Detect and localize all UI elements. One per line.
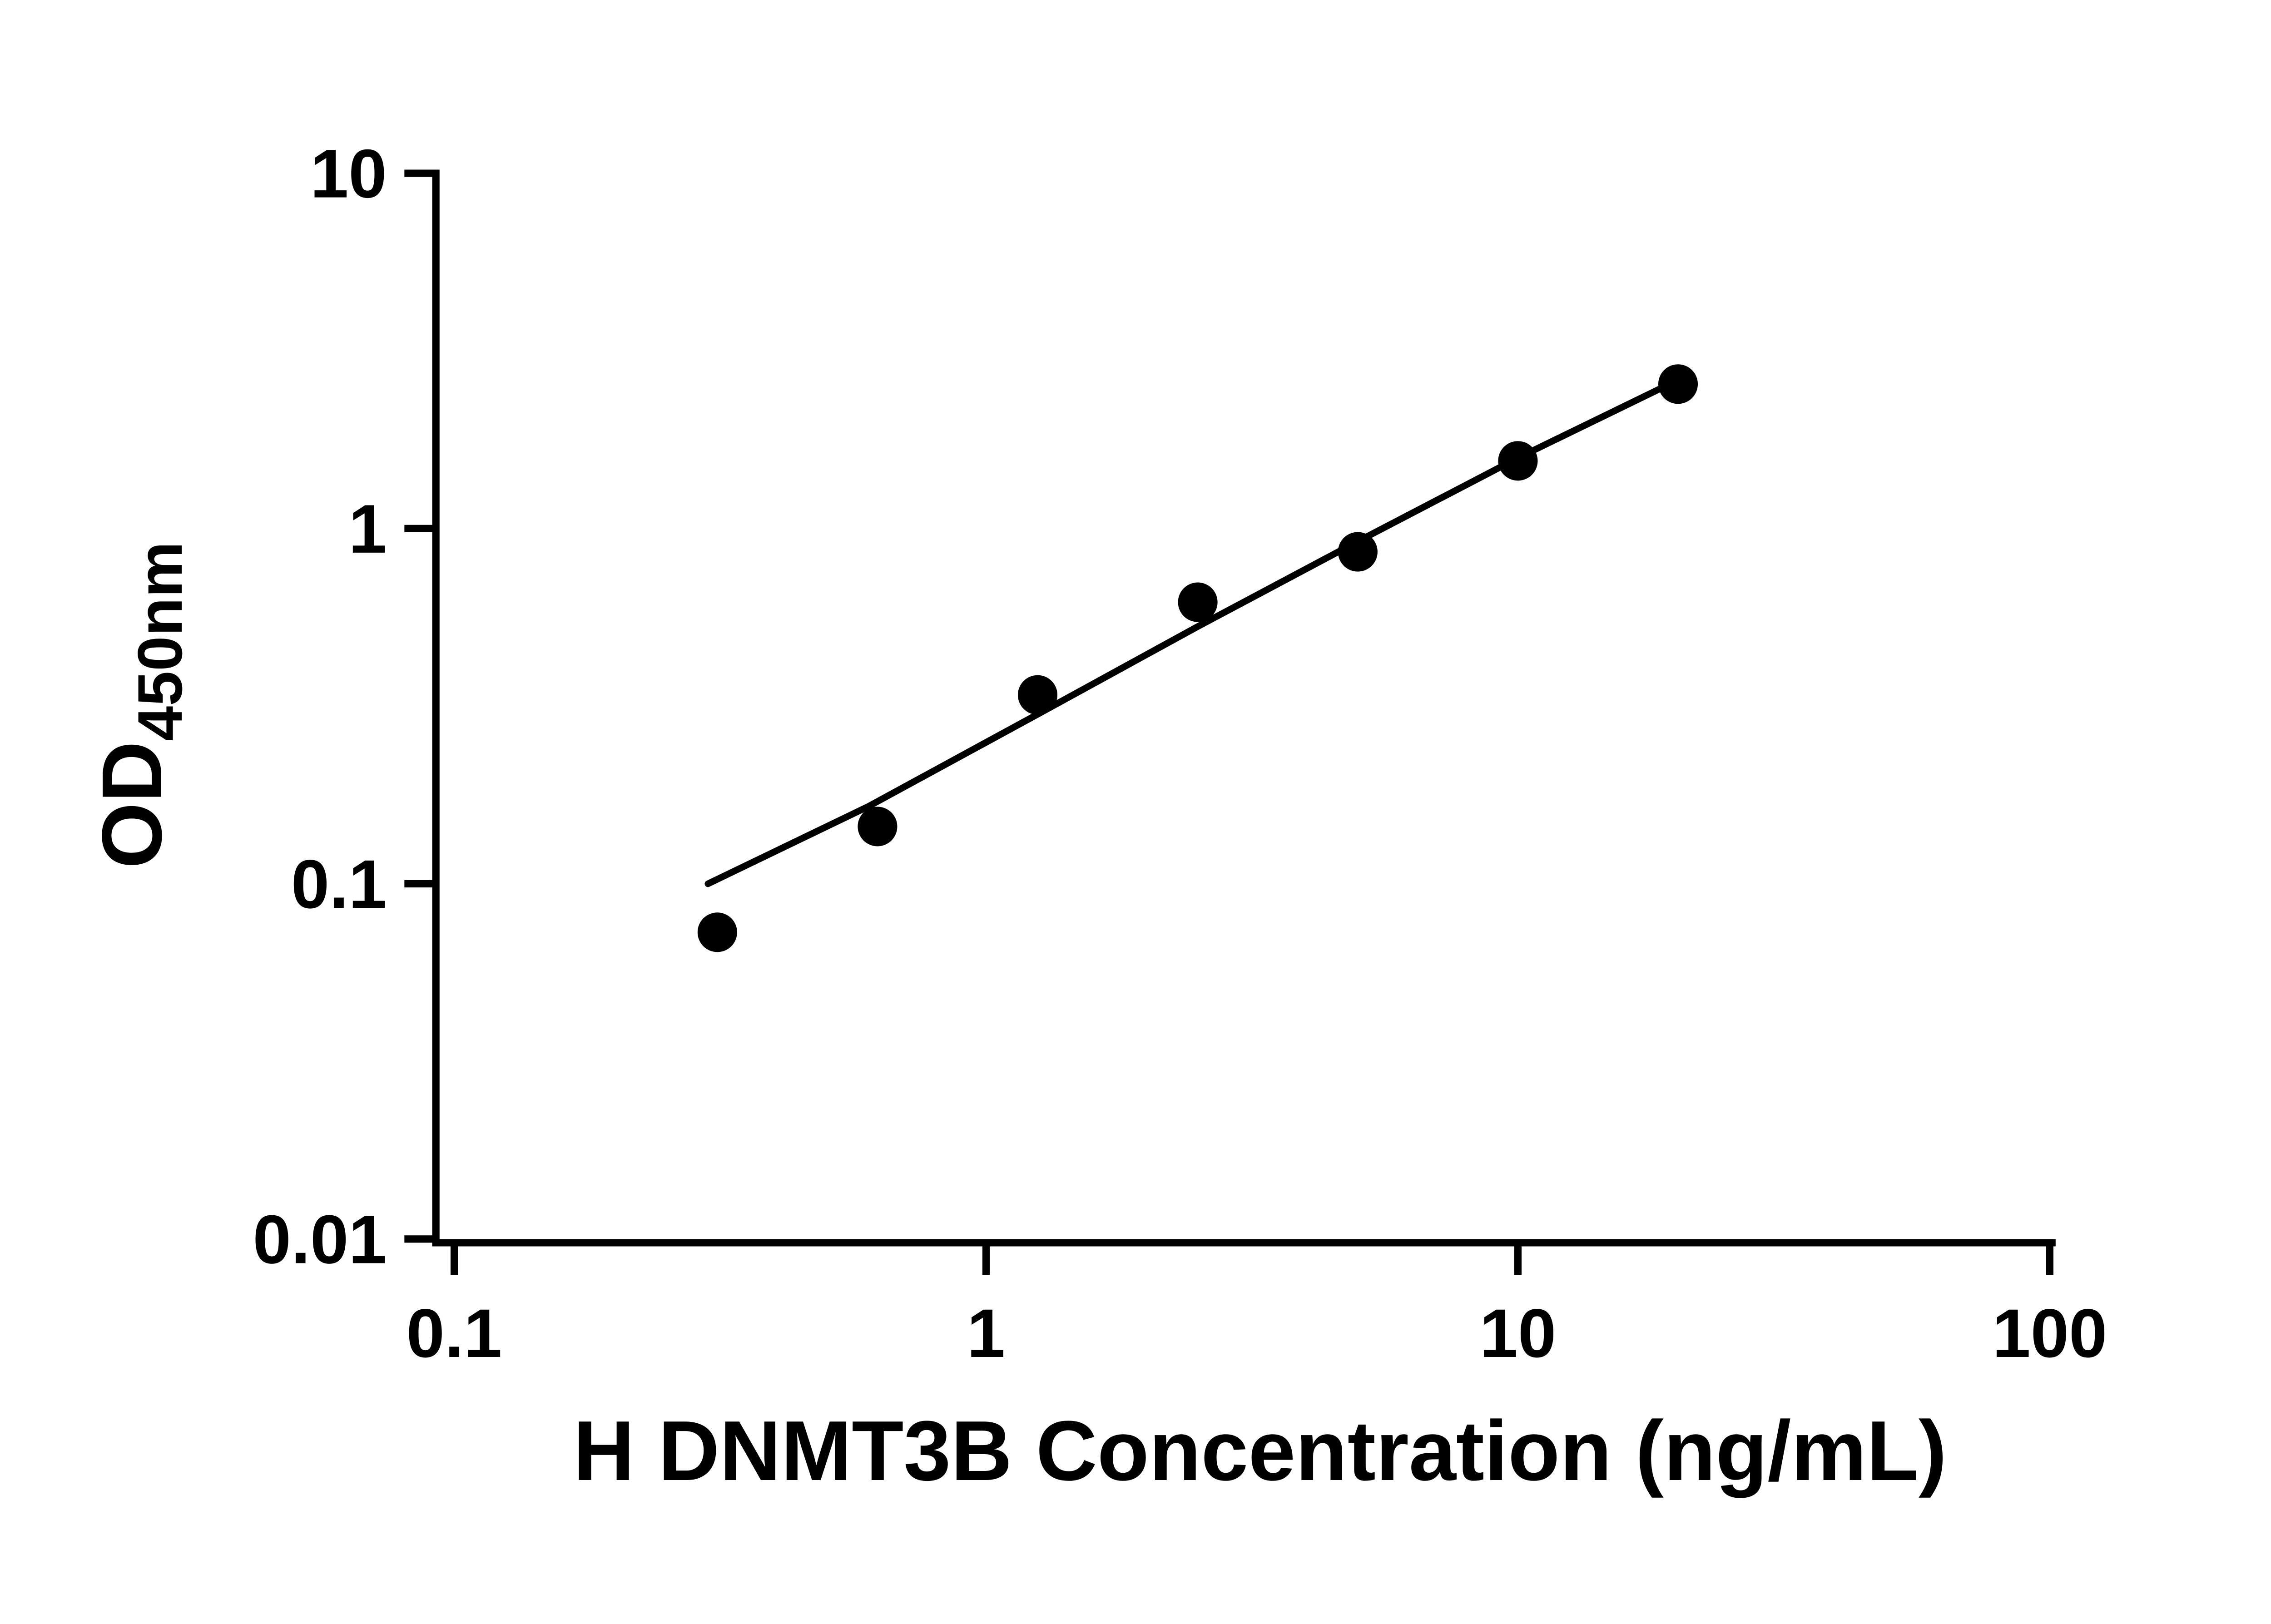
x-tick-label: 0.1 [407, 1295, 502, 1372]
y-tick-label: 0.01 [253, 1201, 387, 1278]
x-tick-label: 10 [1480, 1295, 1557, 1372]
x-tick-label: 100 [1992, 1295, 2107, 1372]
data-point [1658, 364, 1698, 404]
data-point [1338, 532, 1378, 572]
y-axis-title-subscript: 450nm [125, 541, 195, 741]
data-points-group [697, 364, 1698, 952]
y-tick-label: 0.1 [291, 846, 387, 923]
y-axis-title: OD450nm [84, 541, 195, 868]
y-tick-label: 10 [310, 136, 387, 213]
x-axis-title: H DNMT3B Concentration (ng/mL) [573, 1403, 1947, 1498]
x-axis-ticks: 0.1 1 10 100 [407, 1245, 2107, 1372]
data-point [1178, 582, 1218, 622]
data-point [1017, 675, 1058, 715]
y-axis-title-main: OD [84, 741, 179, 869]
data-point [858, 807, 897, 847]
data-point [697, 912, 737, 952]
y-axis-ticks: 0.01 0.1 1 10 [253, 136, 434, 1278]
x-tick-label: 1 [967, 1295, 1005, 1372]
data-point [1498, 441, 1538, 481]
y-tick-label: 1 [348, 491, 387, 568]
